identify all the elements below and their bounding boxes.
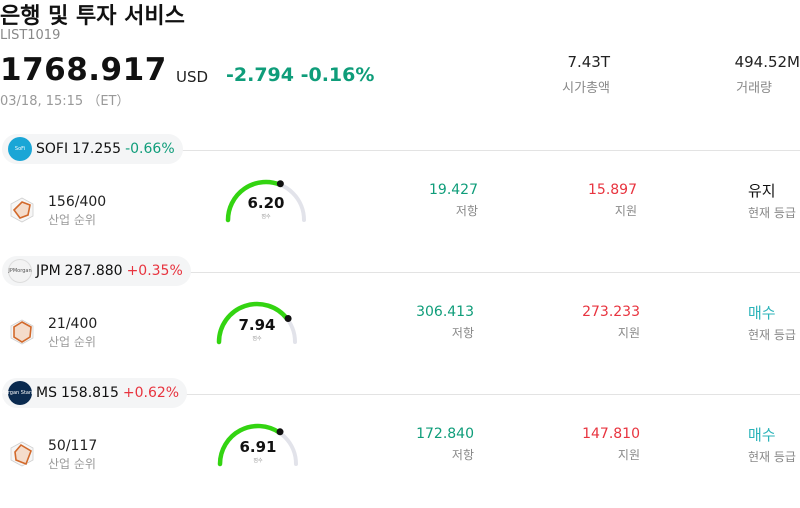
gauge-marker — [284, 314, 292, 322]
radar-icon — [10, 319, 34, 345]
market-cap-value: 7.43T — [567, 53, 610, 71]
score-value: 7.94 — [238, 316, 276, 334]
industry-rank-value: 50/117 — [48, 438, 98, 454]
resistance-value: 172.840 — [416, 426, 474, 442]
industry-rank-label: 산업 순위 — [48, 457, 96, 471]
stock-detail-row[interactable]: 156/400 산업 순위 6.20 점수 19.427 저항 15.897 지… — [0, 174, 800, 264]
stock-chip-jpm[interactable]: JPMorgan JPM 287.880 +0.35% — [2, 256, 191, 286]
stock-price: 287.880 — [64, 263, 123, 279]
volume-value: 494.52M — [734, 53, 800, 71]
index-price: 1768.917 — [0, 52, 167, 88]
stock-detail-row[interactable]: 50/117 산업 순위 6.91 점수 172.840 저항 147.810 … — [0, 418, 800, 508]
section-divider — [180, 150, 800, 151]
stock-change: -0.66% — [125, 141, 175, 157]
resistance-value: 19.427 — [429, 182, 478, 198]
score-label: 점수 — [261, 214, 271, 220]
resistance-label: 저항 — [451, 448, 474, 462]
score-gauge — [225, 179, 306, 223]
stock-ticker: JPM — [36, 263, 61, 279]
sofi-logo-icon: SoFi — [8, 137, 32, 161]
score-value: 6.20 — [247, 194, 285, 212]
section-divider — [180, 394, 800, 395]
logo-text: SoFi — [14, 146, 26, 152]
index-code: LIST1019 — [0, 28, 61, 43]
current-grade: 매수 — [748, 304, 776, 322]
section-divider — [180, 272, 800, 273]
support-value: 147.810 — [582, 426, 640, 442]
score-gauge — [216, 301, 297, 345]
radar-icon — [10, 197, 34, 223]
score-label: 점수 — [253, 458, 263, 464]
currency-unit: USD — [176, 68, 209, 86]
stock-price: 158.815 — [60, 385, 119, 401]
radar-icon — [10, 441, 34, 467]
current-grade: 매수 — [748, 426, 776, 444]
market-cap-label: 시가총액 — [562, 81, 610, 96]
support-value: 273.233 — [582, 304, 640, 320]
stock-chip-sofi[interactable]: SoFi SOFI 17.255 -0.66% — [2, 134, 183, 164]
industry-rank-value: 156/400 — [48, 194, 107, 210]
gauge-marker — [276, 428, 284, 436]
support-value: 15.897 — [588, 182, 637, 198]
stock-change: +0.62% — [122, 385, 180, 401]
score-value: 6.91 — [239, 438, 277, 456]
industry-rank-value: 21/400 — [48, 316, 98, 332]
resistance-value: 306.413 — [416, 304, 474, 320]
resistance-label: 저항 — [451, 326, 474, 340]
industry-rank-label: 산업 순위 — [48, 213, 96, 227]
stock-change: +0.35% — [126, 263, 183, 279]
change-percent: -0.16% — [300, 64, 375, 86]
industry-rank-label: 산업 순위 — [48, 335, 96, 349]
score-label: 점수 — [252, 336, 262, 342]
jpmorgan-logo-icon: JPMorgan — [8, 259, 32, 283]
price-change: -2.794 -0.16% — [226, 64, 374, 86]
current-grade-label: 현재 등급 — [748, 450, 796, 464]
stock-ticker: SOFI — [36, 141, 69, 157]
stock-price: 17.255 — [72, 141, 122, 157]
logo-text: JPMorgan — [8, 268, 32, 274]
current-grade-label: 현재 등급 — [748, 328, 796, 342]
change-value: -2.794 — [226, 64, 294, 86]
gauge-marker — [276, 180, 284, 188]
score-gauge — [217, 423, 298, 467]
support-label: 지원 — [617, 326, 640, 340]
current-grade: 유지 — [748, 182, 776, 200]
stock-detail-row[interactable]: 21/400 산업 순위 7.94 점수 306.413 저항 273.233 … — [0, 296, 800, 386]
morgan-stanley-logo-icon: Morgan Stanley — [0, 381, 40, 405]
page-title: 은행 및 투자 서비스 — [0, 4, 185, 29]
resistance-label: 저항 — [455, 204, 478, 218]
volume-label: 거래량 — [736, 81, 772, 96]
timestamp: 03/18, 15:15 （ET） — [0, 94, 130, 109]
stock-ticker: MS — [36, 385, 57, 401]
support-label: 지원 — [614, 204, 637, 218]
support-label: 지원 — [617, 448, 640, 462]
stock-chip-ms[interactable]: Morgan Stanley MS 158.815 +0.62% — [0, 378, 188, 408]
logo-text: Morgan Stanley — [0, 390, 40, 396]
current-grade-label: 현재 등급 — [748, 206, 796, 220]
